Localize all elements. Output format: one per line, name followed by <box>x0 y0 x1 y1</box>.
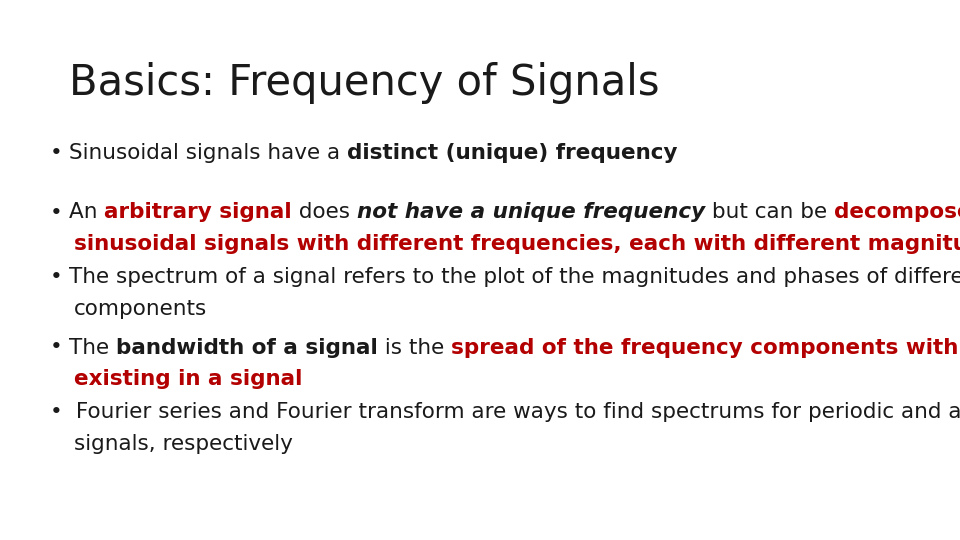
Text: Fourier series and Fourier transform are ways to find spectrums for periodic and: Fourier series and Fourier transform are… <box>69 402 960 422</box>
Text: The: The <box>69 338 116 357</box>
Text: •: • <box>50 267 62 287</box>
Text: •: • <box>50 402 62 422</box>
Text: not have a unique frequency: not have a unique frequency <box>357 202 705 222</box>
Text: spread of the frequency components with significant energy: spread of the frequency components with … <box>451 338 960 357</box>
Text: does: does <box>292 202 357 222</box>
Text: arbitrary signal: arbitrary signal <box>105 202 292 222</box>
Text: •: • <box>50 202 62 222</box>
Text: but can be: but can be <box>705 202 834 222</box>
Text: Basics: Frequency of Signals: Basics: Frequency of Signals <box>69 62 660 104</box>
Text: •: • <box>50 143 62 163</box>
Text: Sinusoidal signals have a: Sinusoidal signals have a <box>69 143 348 163</box>
Text: components: components <box>74 299 207 319</box>
Text: sinusoidal signals with different frequencies, each with different magnitude and: sinusoidal signals with different freque… <box>74 234 960 254</box>
Text: The spectrum of a signal refers to the plot of the magnitudes and phases of diff: The spectrum of a signal refers to the p… <box>69 267 960 287</box>
Text: An: An <box>69 202 105 222</box>
Text: existing in a signal: existing in a signal <box>74 369 302 389</box>
Text: bandwidth of a signal: bandwidth of a signal <box>116 338 378 357</box>
Text: signals, respectively: signals, respectively <box>74 434 293 454</box>
Text: is the: is the <box>378 338 451 357</box>
Text: decomposed into many: decomposed into many <box>834 202 960 222</box>
Text: •: • <box>50 338 62 357</box>
Text: distinct (unique) frequency: distinct (unique) frequency <box>348 143 678 163</box>
